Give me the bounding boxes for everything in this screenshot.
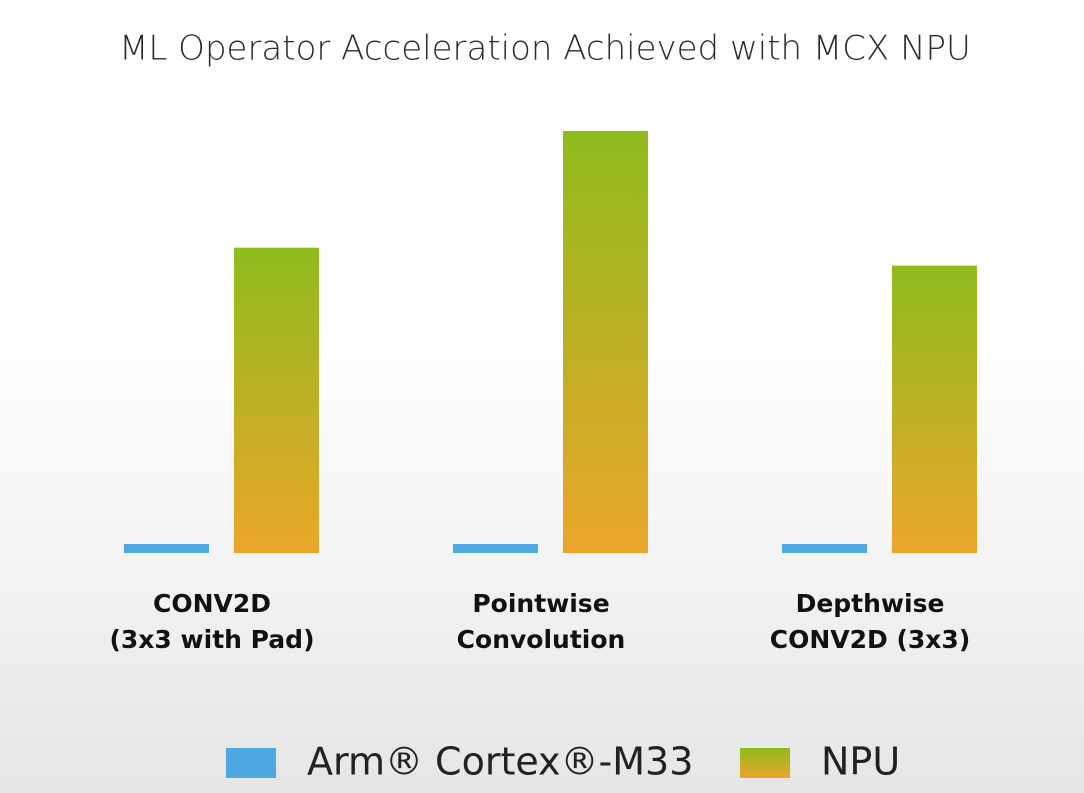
bar bbox=[453, 544, 538, 553]
legend-label: NPU bbox=[821, 740, 900, 784]
x-tick-label: Pointwise Convolution bbox=[456, 589, 626, 654]
chart-title: ML Operator Acceleration Achieved with M… bbox=[119, 29, 971, 69]
bar bbox=[124, 544, 209, 553]
legend-swatch bbox=[226, 748, 276, 778]
x-tick-label: CONV2D (3x3 with Pad) bbox=[109, 589, 315, 654]
bar bbox=[892, 265, 977, 553]
legend-label: Arm® Cortex®-M33 bbox=[307, 740, 693, 784]
bar bbox=[234, 247, 319, 553]
legend-swatch bbox=[740, 748, 790, 778]
bar bbox=[782, 544, 867, 553]
bar bbox=[563, 130, 648, 553]
x-tick-label: Depthwise CONV2D (3x3) bbox=[769, 589, 971, 654]
